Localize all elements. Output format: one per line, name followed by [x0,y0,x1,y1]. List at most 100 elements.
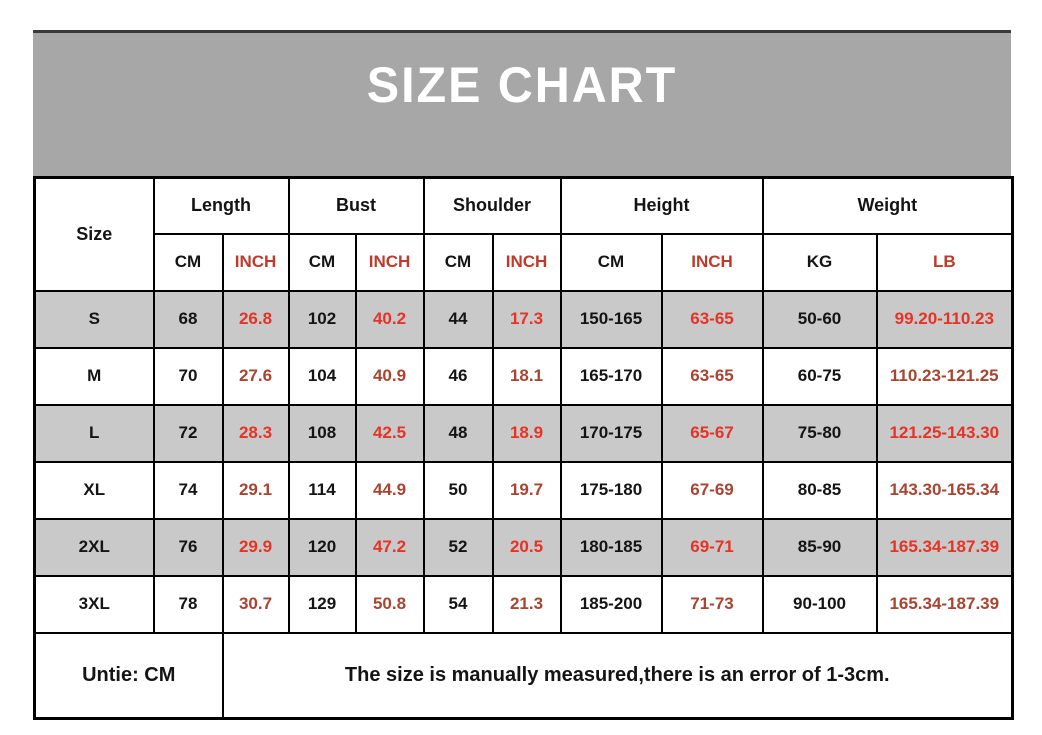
group-header-row: Size Length Bust Shoulder Height Weight [33,176,1014,292]
value-cell: 63-65 [660,289,764,349]
footer-unit-label: Untie: CM [33,631,224,720]
value-cell: 108 [287,403,357,463]
size-cell: 3XL [33,574,155,634]
value-cell: 71-73 [660,574,764,634]
value-cell: 50.8 [354,574,425,634]
unit-shoulder-cm: CM [422,232,494,292]
table-row-m: M 70 27.6 104 40.9 46 18.1 165-170 63-65… [33,346,1014,406]
value-cell: 63-65 [660,346,764,406]
size-cell: S [33,289,155,349]
value-cell: 170-175 [559,403,663,463]
value-cell: 110.23-121.25 [875,346,1014,406]
value-cell: 90-100 [761,574,878,634]
unit-weight-kg: KG [761,232,878,292]
value-cell: 70 [152,346,224,406]
value-cell: 50-60 [761,289,878,349]
unit-length-inch: INCH [221,232,290,292]
value-cell: 69-71 [660,517,764,577]
table-row-s: S 68 26.8 102 40.2 44 17.3 150-165 63-65… [33,289,1014,349]
value-cell: 29.1 [221,460,290,520]
page-title: SIZE CHART [366,56,678,113]
value-cell: 60-75 [761,346,878,406]
col-header-bust: Bust [287,176,425,235]
value-cell: 85-90 [761,517,878,577]
value-cell: 121.25-143.30 [875,403,1014,463]
value-cell: 29.9 [221,517,290,577]
value-cell: 104 [287,346,357,406]
table-row-3xl: 3XL 78 30.7 129 50.8 54 21.3 185-200 71-… [33,574,1014,634]
value-cell: 78 [152,574,224,634]
col-header-shoulder: Shoulder [422,176,562,235]
unit-length-cm: CM [152,232,224,292]
content-area: SIZE CHART Size Length Bust Shoulder Hei… [33,30,1015,720]
size-cell: M [33,346,155,406]
value-cell: 165-170 [559,346,663,406]
value-cell: 28.3 [221,403,290,463]
value-cell: 21.3 [491,574,562,634]
value-cell: 26.8 [221,289,290,349]
value-cell: 114 [287,460,357,520]
value-cell: 40.2 [354,289,425,349]
footer-row: Untie: CM The size is manually measured,… [33,631,1014,720]
size-cell: XL [33,460,155,520]
col-header-size: Size [33,176,155,292]
col-header-height: Height [559,176,764,235]
size-cell: L [33,403,155,463]
value-cell: 99.20-110.23 [875,289,1014,349]
value-cell: 143.30-165.34 [875,460,1014,520]
unit-bust-inch: INCH [354,232,425,292]
value-cell: 74 [152,460,224,520]
value-cell: 65-67 [660,403,764,463]
value-cell: 54 [422,574,494,634]
table-footer: Untie: CM The size is manually measured,… [33,631,1014,720]
value-cell: 19.7 [491,460,562,520]
unit-shoulder-inch: INCH [491,232,562,292]
value-cell: 72 [152,403,224,463]
value-cell: 175-180 [559,460,663,520]
value-cell: 180-185 [559,517,663,577]
value-cell: 44.9 [354,460,425,520]
value-cell: 44 [422,289,494,349]
unit-height-inch: INCH [660,232,764,292]
value-cell: 48 [422,403,494,463]
unit-height-cm: CM [559,232,663,292]
table-row-l: L 72 28.3 108 42.5 48 18.9 170-175 65-67… [33,403,1014,463]
size-table: Size Length Bust Shoulder Height Weight … [33,176,1015,720]
table-row-xl: XL 74 29.1 114 44.9 50 19.7 175-180 67-6… [33,460,1014,520]
footer-note: The size is manually measured,there is a… [221,631,1014,720]
value-cell: 18.1 [491,346,562,406]
table-row-2xl: 2XL 76 29.9 120 47.2 52 20.5 180-185 69-… [33,517,1014,577]
value-cell: 52 [422,517,494,577]
value-cell: 40.9 [354,346,425,406]
unit-header-row: CM INCH CM INCH CM INCH CM INCH KG LB [35,232,1014,292]
value-cell: 46 [422,346,494,406]
value-cell: 102 [287,289,357,349]
value-cell: 150-165 [559,289,663,349]
value-cell: 17.3 [491,289,562,349]
table-header: Size Length Bust Shoulder Height Weight … [33,176,1014,292]
value-cell: 47.2 [354,517,425,577]
value-cell: 27.6 [221,346,290,406]
value-cell: 67-69 [660,460,764,520]
value-cell: 80-85 [761,460,878,520]
title-banner: SIZE CHART [33,30,1011,176]
value-cell: 30.7 [221,574,290,634]
value-cell: 165.34-187.39 [875,574,1014,634]
value-cell: 20.5 [491,517,562,577]
value-cell: 120 [287,517,357,577]
unit-bust-cm: CM [287,232,357,292]
value-cell: 76 [152,517,224,577]
col-header-length: Length [152,176,290,235]
value-cell: 68 [152,289,224,349]
size-cell: 2XL [33,517,155,577]
value-cell: 50 [422,460,494,520]
value-cell: 185-200 [559,574,663,634]
value-cell: 129 [287,574,357,634]
value-cell: 42.5 [354,403,425,463]
value-cell: 165.34-187.39 [875,517,1014,577]
table-body: S 68 26.8 102 40.2 44 17.3 150-165 63-65… [33,289,1014,634]
col-header-weight: Weight [761,176,1014,235]
value-cell: 75-80 [761,403,878,463]
unit-weight-lb: LB [875,232,1014,292]
